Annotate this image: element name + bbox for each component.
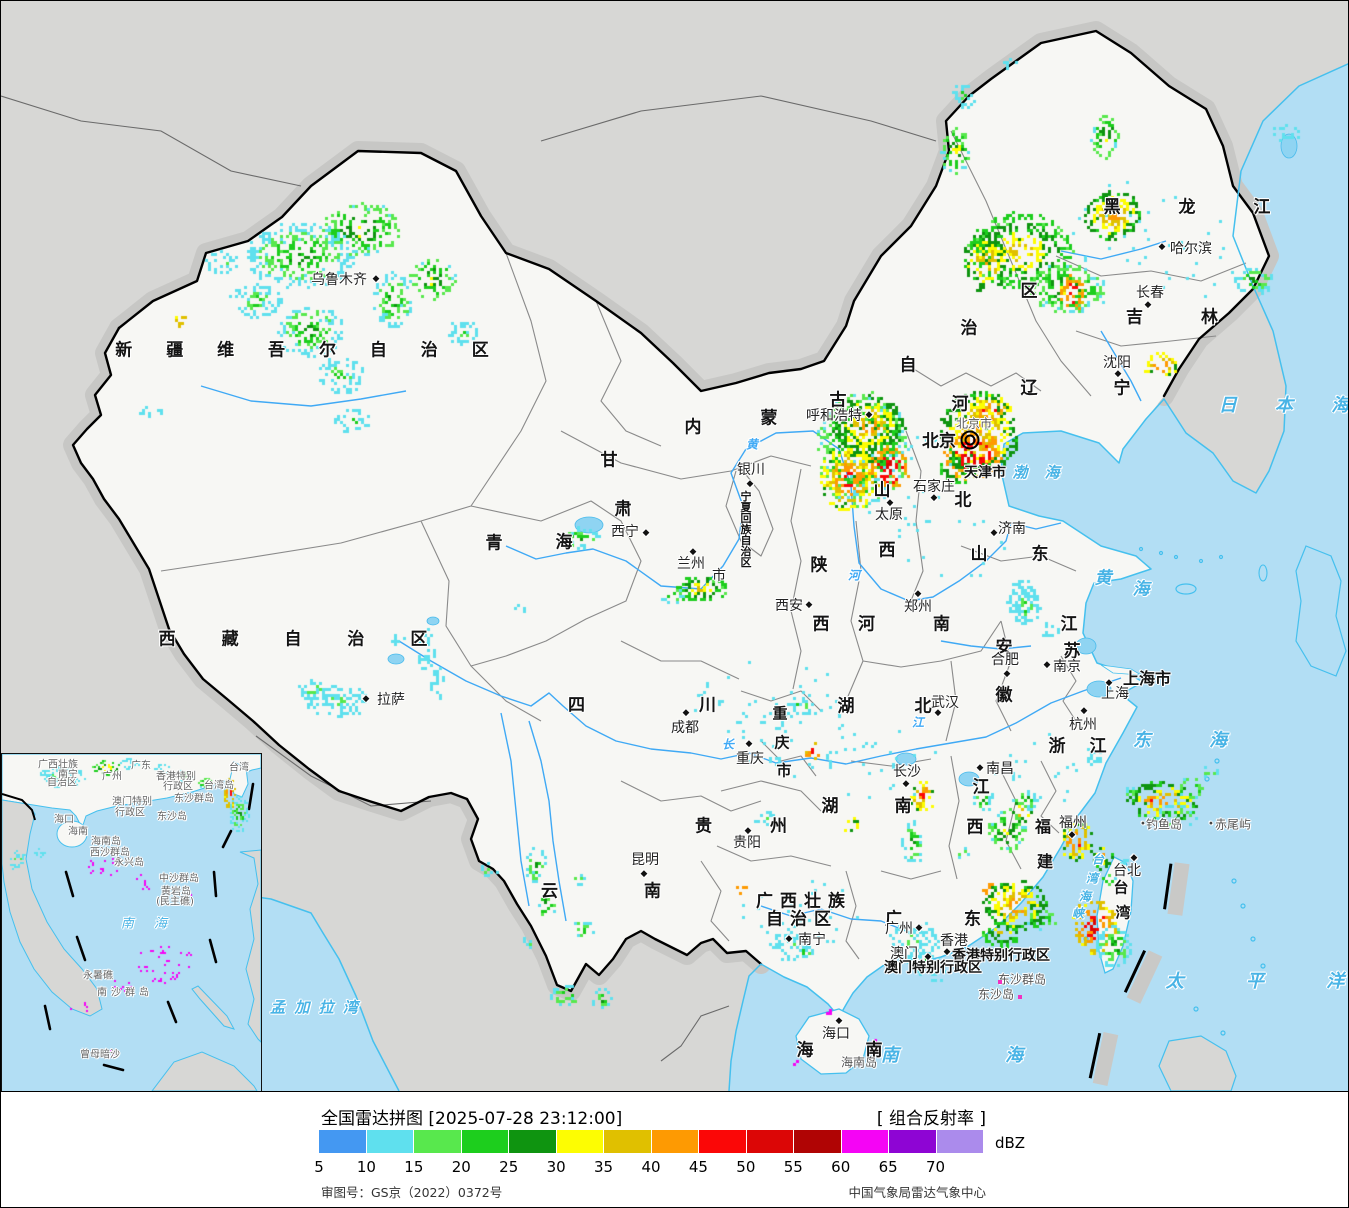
colorbar-tick: 40 xyxy=(641,1158,661,1176)
inset-echo-canvas xyxy=(2,754,261,1091)
colorbar-cell-40 xyxy=(651,1130,699,1153)
colorbar-tick: 45 xyxy=(688,1158,708,1176)
colorbar-cell-65 xyxy=(889,1130,937,1153)
colorbar-cell-20 xyxy=(461,1130,509,1153)
colorbar-tick: 65 xyxy=(878,1158,898,1176)
credit-label: 中国气象局雷达气象中心 xyxy=(848,1185,986,1200)
colorbar-tick: 20 xyxy=(451,1158,471,1176)
colorbar-cell-50 xyxy=(746,1130,794,1153)
product-label: [ 组合反射率 ] xyxy=(876,1109,986,1129)
colorbar-tick: 50 xyxy=(736,1158,756,1176)
colorbar-tick: 30 xyxy=(546,1158,566,1176)
reflectivity-colorbar xyxy=(319,1130,983,1153)
colorbar-tick: 60 xyxy=(831,1158,851,1176)
legend-bar: 全国雷达拼图 [2025-07-28 23:12:00] [ 组合反射率 ] d… xyxy=(1,1091,1348,1207)
colorbar-cell-5 xyxy=(319,1130,367,1153)
colorbar-cell-25 xyxy=(509,1130,557,1153)
colorbar-cell-60 xyxy=(841,1130,889,1153)
china-radar-map: 黑 龙 江吉 林辽 宁内蒙古自治区新 疆 维 吾 尔 自 治 区西 藏 自 治 … xyxy=(1,1,1348,1091)
colorbar-cell-55 xyxy=(794,1130,842,1153)
south-china-sea-inset: 广西壮族 自治区 南宁 广州 广东 香港特别 行政区 澳门特别 行政区 东沙群岛 东沙岛 海口 海南 海南… xyxy=(1,753,262,1091)
colorbar-cell-70 xyxy=(936,1130,983,1153)
colorbar-ticks: 5 10 15 20 25 30 35 40 45 50 55 60 65 70 xyxy=(1,1158,1348,1176)
colorbar-tick: 35 xyxy=(594,1158,614,1176)
colorbar-tick: 70 xyxy=(926,1158,946,1176)
colorbar-tick: 55 xyxy=(783,1158,803,1176)
colorbar-cell-10 xyxy=(366,1130,414,1153)
colorbar-tick: 25 xyxy=(499,1158,519,1176)
approval-number: 审图号：GS京（2022）0372号 xyxy=(321,1185,503,1200)
colorbar-tick: 15 xyxy=(404,1158,424,1176)
colorbar-cell-15 xyxy=(414,1130,462,1153)
colorbar-cell-30 xyxy=(556,1130,604,1153)
colorbar-cell-35 xyxy=(604,1130,652,1153)
map-title: 全国雷达拼图 [2025-07-28 23:12:00] xyxy=(321,1109,623,1129)
colorbar-tick: 10 xyxy=(356,1158,376,1176)
colorbar-cell-45 xyxy=(699,1130,747,1153)
unit-label: dBZ xyxy=(995,1134,1026,1152)
colorbar-tick: 5 xyxy=(314,1158,324,1176)
